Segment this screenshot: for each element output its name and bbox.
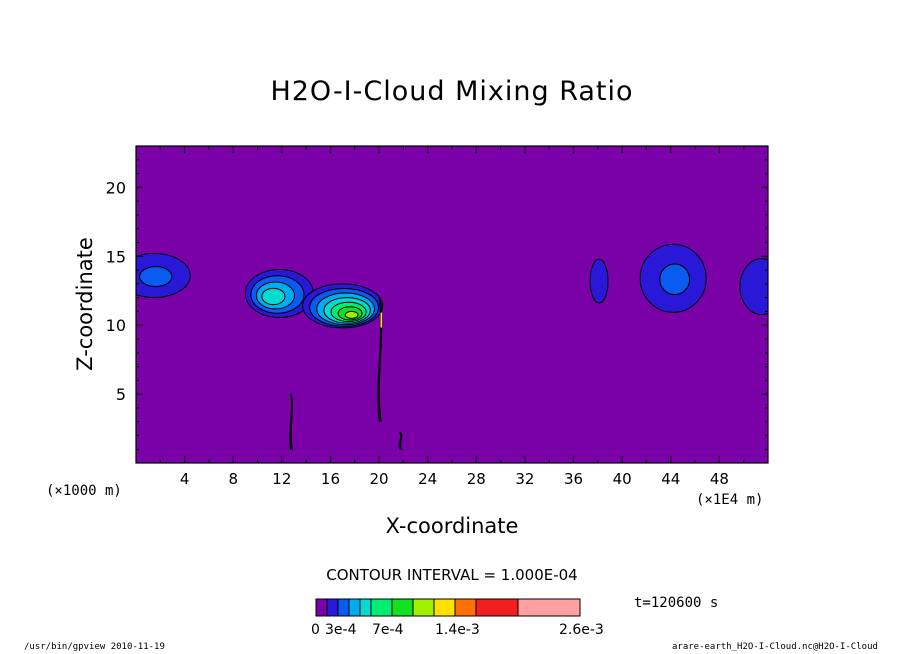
contour-band <box>344 310 359 319</box>
y-tick-label: 20 <box>106 178 126 197</box>
y-tick-label: 15 <box>106 247 126 266</box>
colorbar-swatch <box>337 598 350 617</box>
colorbar-swatch <box>391 598 414 617</box>
x-tick-label: 16 <box>321 470 340 488</box>
contour-band <box>589 258 609 304</box>
colorbar-swatch <box>326 598 339 617</box>
thin-ice-features <box>289 297 403 450</box>
colorbar-swatch <box>315 598 328 617</box>
footer-left: /usr/bin/gpview 2010-11-19 <box>24 642 165 652</box>
x-axis-label: X-coordinate <box>385 514 519 538</box>
colorbar-swatch <box>517 598 581 617</box>
colorbar-label: 1.4e-3 <box>435 622 480 638</box>
cloud-contours <box>136 243 768 329</box>
x-tick-label: 40 <box>613 470 632 488</box>
colorbar-label: 3e-4 <box>325 622 357 638</box>
colorbar-swatch <box>454 598 477 617</box>
colorbar-swatch <box>370 598 393 617</box>
thin-feature <box>289 393 294 450</box>
contour-band <box>261 287 286 306</box>
x-tick-label: 32 <box>515 470 534 488</box>
footer-right: arare-earth_H2O-I-Cloud.nc@H2O-I-Cloud <box>672 642 878 652</box>
x-tick-label: 28 <box>467 470 486 488</box>
colorbar-label: 2.6e-3 <box>559 622 604 638</box>
contour-band <box>659 263 691 296</box>
y-axis-ticks: 5 10 15 20 <box>106 159 768 450</box>
contour-band <box>739 258 768 316</box>
x-tick-label: 8 <box>228 470 238 488</box>
x-axis-ticks: 4 8 12 16 20 24 28 32 36 40 44 48 <box>159 146 745 488</box>
x-unit-right: (×1E4 m) <box>696 492 764 508</box>
chart-title: H2O-I-Cloud Mixing Ratio <box>270 76 634 107</box>
y-tick-label: 5 <box>116 385 126 404</box>
thin-feature <box>398 432 403 450</box>
colorbar-swatch <box>359 598 372 617</box>
colorbar-swatch <box>433 598 456 617</box>
x-unit-left: (×1000 m) <box>46 483 122 499</box>
contour-interval: CONTOUR INTERVAL = 1.000E-04 <box>326 566 578 584</box>
x-tick-label: 44 <box>661 470 680 488</box>
x-tick-label: 36 <box>564 470 583 488</box>
colorbar-label: 7e-4 <box>372 622 404 638</box>
x-tick-label: 24 <box>418 470 437 488</box>
thin-feature <box>377 297 383 423</box>
colorbar-swatch <box>475 598 519 617</box>
contour-band <box>139 266 173 287</box>
x-tick-label: 48 <box>710 470 729 488</box>
time-label: t=120600 s <box>634 595 719 611</box>
y-tick-label: 10 <box>106 316 126 335</box>
x-tick-label: 20 <box>370 470 389 488</box>
colorbar <box>315 598 581 617</box>
colorbar-swatch <box>412 598 435 617</box>
colorbar-swatch <box>348 598 361 617</box>
x-tick-label: 12 <box>272 470 291 488</box>
x-tick-label: 4 <box>180 470 190 488</box>
y-axis-label: Z-coordinate <box>73 237 97 371</box>
colorbar-label: 0 <box>311 622 320 638</box>
